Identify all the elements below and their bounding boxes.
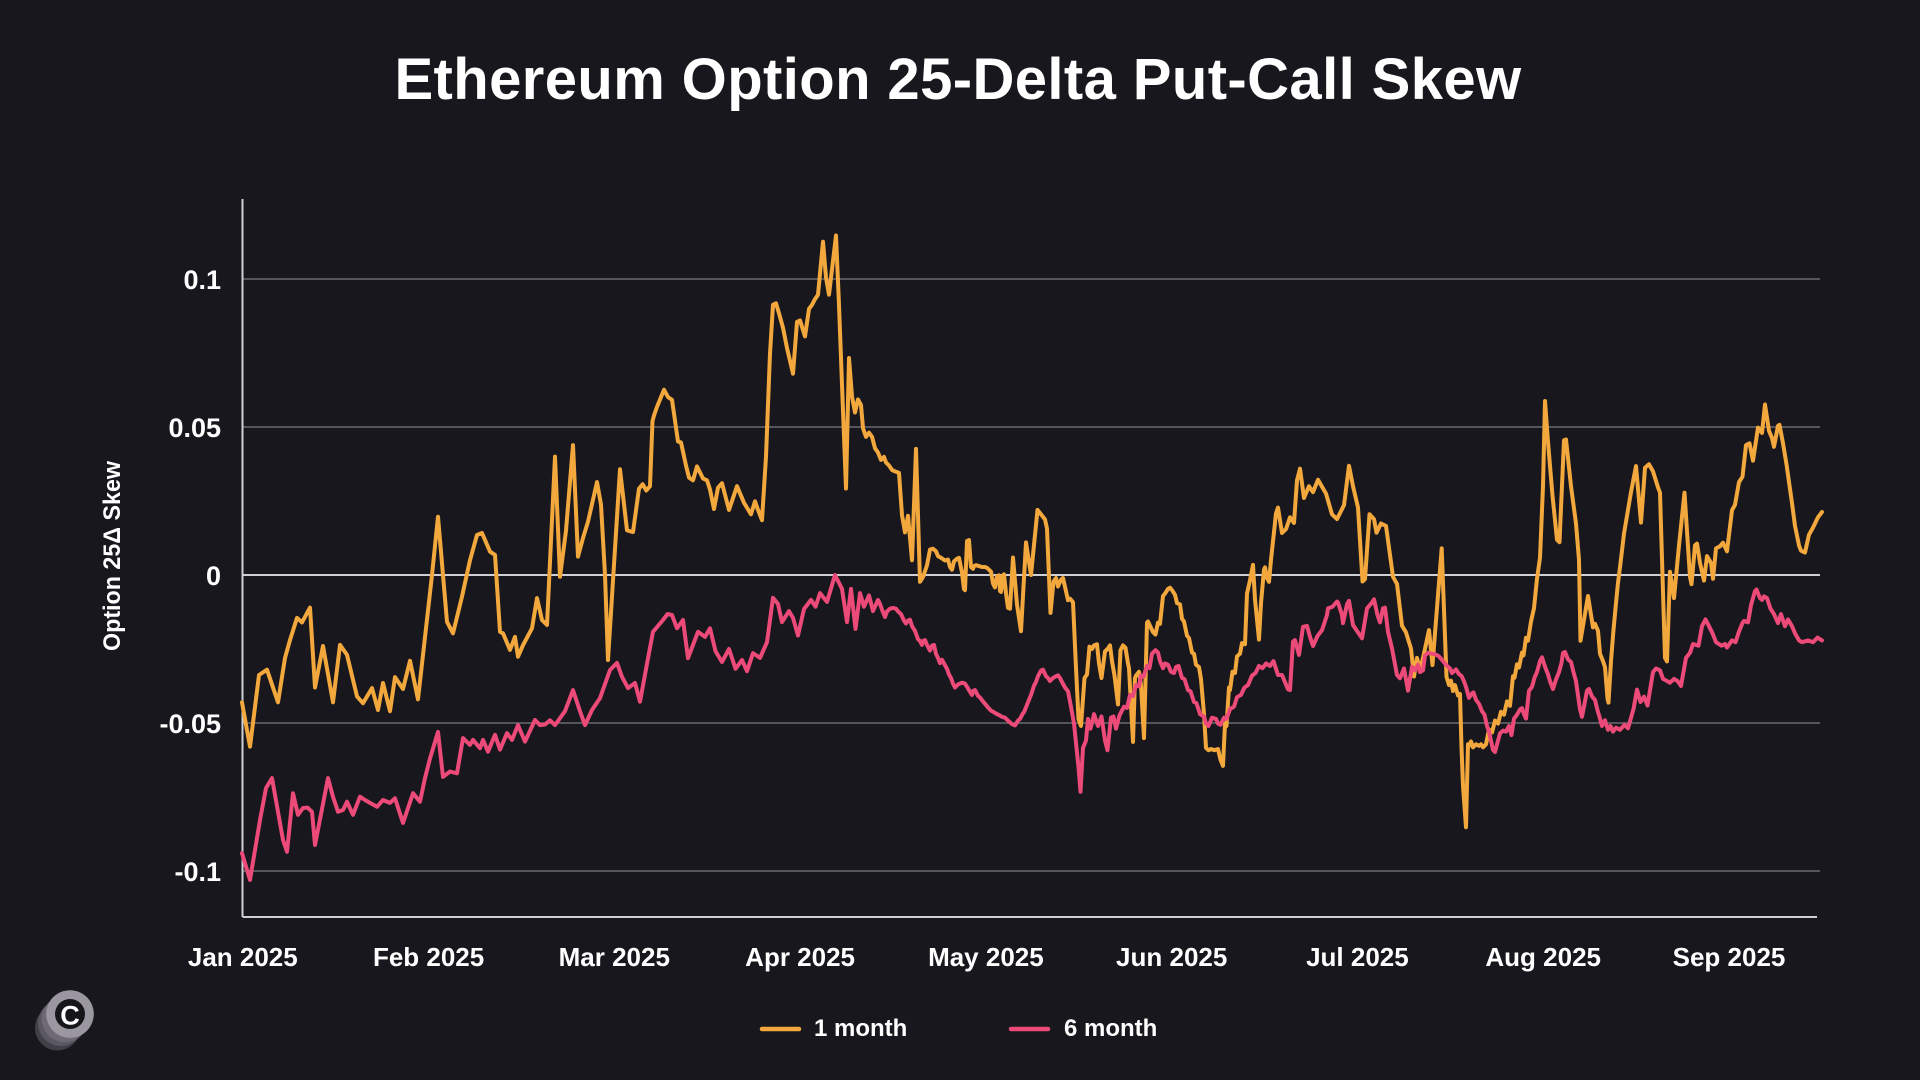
- svg-text:0: 0: [206, 561, 221, 591]
- svg-text:Mar 2025: Mar 2025: [559, 942, 670, 972]
- svg-text:Jun 2025: Jun 2025: [1116, 942, 1227, 972]
- svg-text:Sep 2025: Sep 2025: [1673, 942, 1786, 972]
- svg-text:Jul 2025: Jul 2025: [1306, 942, 1409, 972]
- svg-text:C: C: [60, 1001, 80, 1031]
- svg-text:Ethereum Option 25-Delta Put-C: Ethereum Option 25-Delta Put-Call Skew: [394, 47, 1522, 112]
- svg-text:Feb 2025: Feb 2025: [373, 942, 484, 972]
- svg-text:1 month: 1 month: [814, 1015, 907, 1042]
- svg-text:Apr 2025: Apr 2025: [745, 942, 855, 972]
- svg-text:Aug 2025: Aug 2025: [1485, 942, 1601, 972]
- svg-text:Jan 2025: Jan 2025: [188, 942, 298, 972]
- svg-text:-0.05: -0.05: [159, 709, 221, 739]
- svg-text:0.05: 0.05: [168, 413, 221, 443]
- svg-text:6 month: 6 month: [1064, 1015, 1157, 1042]
- svg-text:Option 25Δ Skew: Option 25Δ Skew: [99, 461, 126, 651]
- svg-text:May 2025: May 2025: [928, 942, 1044, 972]
- svg-text:-0.1: -0.1: [174, 857, 221, 887]
- svg-text:0.1: 0.1: [183, 265, 221, 295]
